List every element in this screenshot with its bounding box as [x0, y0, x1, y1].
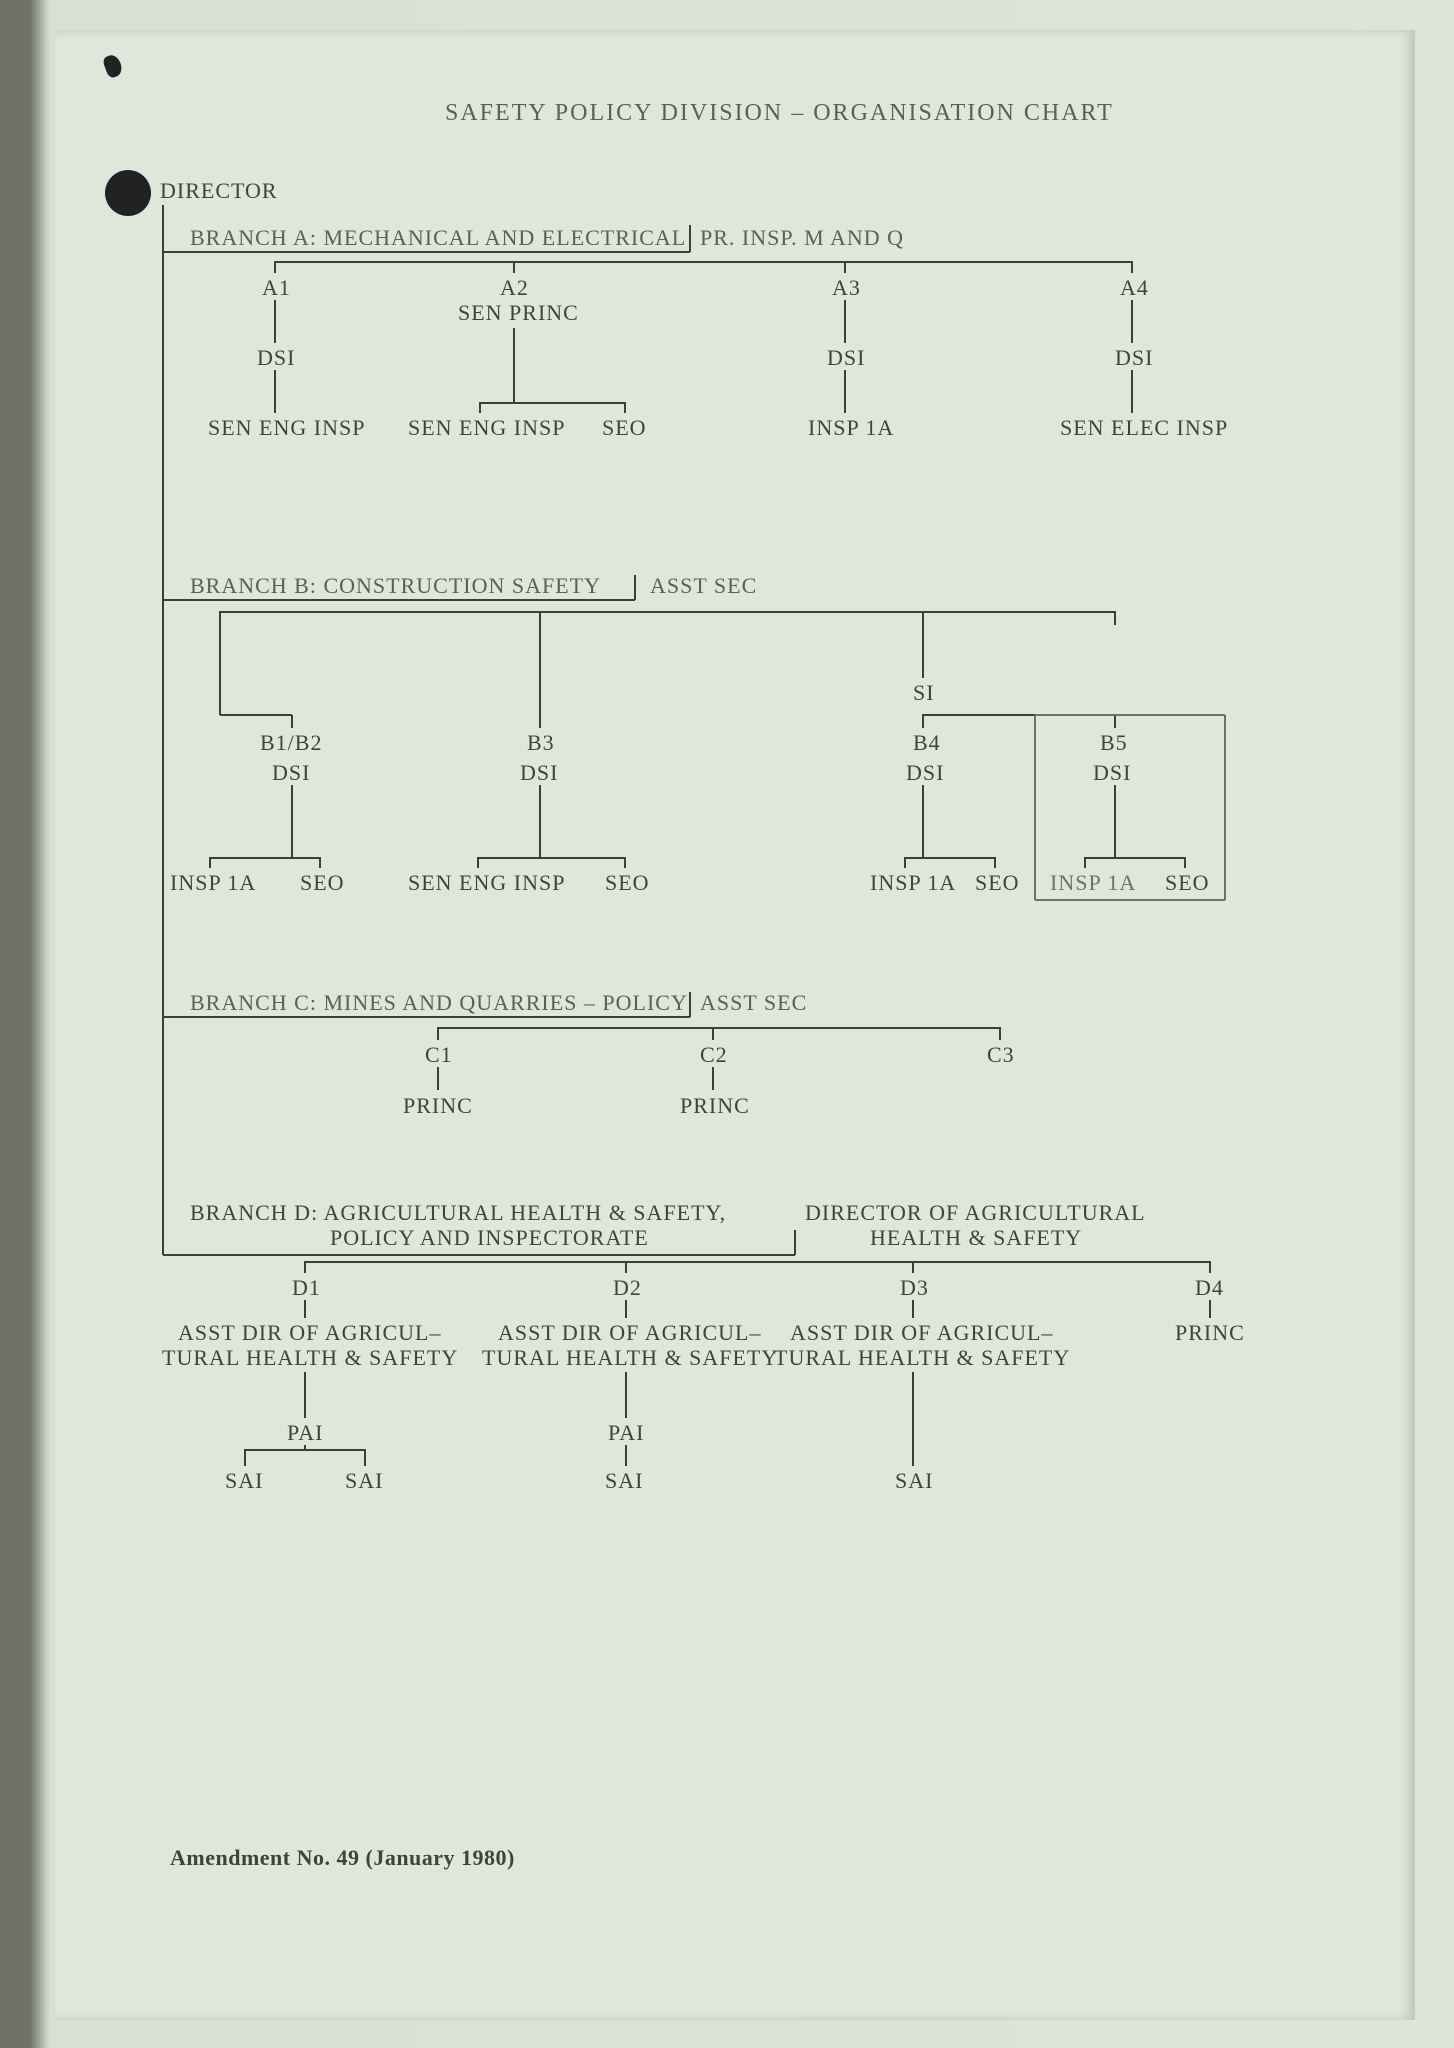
b5-dsi: DSI [1093, 760, 1131, 786]
d1: D1 [292, 1275, 321, 1301]
d1-s1: ASST DIR OF AGRICUL– [178, 1320, 441, 1346]
b4-l: INSP 1A [870, 870, 956, 896]
branch-b-header-right: ASST SEC [650, 573, 757, 599]
amendment-line: Amendment No. 49 (January 1980) [170, 1845, 515, 1871]
b4-r: SEO [975, 870, 1020, 896]
d4-s: PRINC [1175, 1320, 1245, 1346]
a4: A4 [1120, 275, 1149, 301]
d4: D4 [1195, 1275, 1224, 1301]
a2-senprinc: SEN PRINC [458, 300, 579, 326]
branch-c-header-left: BRANCH C: MINES AND QUARRIES – POLICY [190, 990, 688, 1016]
d3-s1: ASST DIR OF AGRICUL– [790, 1320, 1053, 1346]
branch-a-header-left: BRANCH A: MECHANICAL AND ELECTRICAL [190, 225, 686, 251]
d2: D2 [613, 1275, 642, 1301]
c2: C2 [700, 1042, 728, 1068]
branch-d-header-l2: POLICY AND INSPECTORATE [330, 1225, 649, 1251]
b4: B4 [913, 730, 941, 756]
b-si: SI [913, 680, 935, 706]
a1-leaf: SEN ENG INSP [208, 415, 365, 441]
d1-sai-l: SAI [225, 1468, 263, 1494]
b3-l: SEN ENG INSP [408, 870, 565, 896]
a2-leaf-right: SEO [602, 415, 647, 441]
b3-dsi: DSI [520, 760, 558, 786]
a2: A2 [500, 275, 529, 301]
c2-princ: PRINC [680, 1093, 750, 1119]
b5-r: SEO [1165, 870, 1210, 896]
branch-d-header-l1: BRANCH D: AGRICULTURAL HEALTH & SAFETY, [190, 1200, 726, 1226]
d2-s2: TURAL HEALTH & SAFETY [482, 1345, 778, 1371]
b3-r: SEO [605, 870, 650, 896]
d3-s2: TURAL HEALTH & SAFETY [774, 1345, 1070, 1371]
d1-sai-r: SAI [345, 1468, 383, 1494]
b12: B1/B2 [260, 730, 322, 756]
page-title: SAFETY POLICY DIVISION – ORGANISATION CH… [445, 100, 1114, 127]
b5-l: INSP 1A [1050, 870, 1136, 896]
hole-punch [105, 170, 151, 216]
director-label: DIRECTOR [160, 178, 278, 204]
b12-l: INSP 1A [170, 870, 256, 896]
d3: D3 [900, 1275, 929, 1301]
branch-d-header-r2: HEALTH & SAFETY [870, 1225, 1082, 1251]
b5: B5 [1100, 730, 1128, 756]
paper-sheet [55, 30, 1415, 2020]
branch-d-header-r1: DIRECTOR OF AGRICULTURAL [805, 1200, 1146, 1226]
a1-dsi: DSI [257, 345, 295, 371]
c1-princ: PRINC [403, 1093, 473, 1119]
b3: B3 [527, 730, 555, 756]
c3: C3 [987, 1042, 1015, 1068]
d1-s2: TURAL HEALTH & SAFETY [162, 1345, 458, 1371]
branch-a-header-right: PR. INSP. M AND Q [700, 225, 904, 251]
a1: A1 [262, 275, 291, 301]
c1: C1 [425, 1042, 453, 1068]
a2-leaf-left: SEN ENG INSP [408, 415, 565, 441]
d1-pai: PAI [287, 1420, 323, 1446]
a3-leaf: INSP 1A [808, 415, 894, 441]
a4-dsi: DSI [1115, 345, 1153, 371]
scanned-page: SAFETY POLICY DIVISION – ORGANISATION CH… [0, 0, 1454, 2048]
b12-r: SEO [300, 870, 345, 896]
branch-b-header-left: BRANCH B: CONSTRUCTION SAFETY [190, 573, 601, 599]
a3: A3 [832, 275, 861, 301]
a4-leaf: SEN ELEC INSP [1060, 415, 1228, 441]
b4-dsi: DSI [906, 760, 944, 786]
d2-sai: SAI [605, 1468, 643, 1494]
d3-sai: SAI [895, 1468, 933, 1494]
d2-pai: PAI [608, 1420, 644, 1446]
a3-dsi: DSI [827, 345, 865, 371]
d2-s1: ASST DIR OF AGRICUL– [498, 1320, 761, 1346]
b12-dsi: DSI [272, 760, 310, 786]
branch-c-header-right: ASST SEC [700, 990, 807, 1016]
